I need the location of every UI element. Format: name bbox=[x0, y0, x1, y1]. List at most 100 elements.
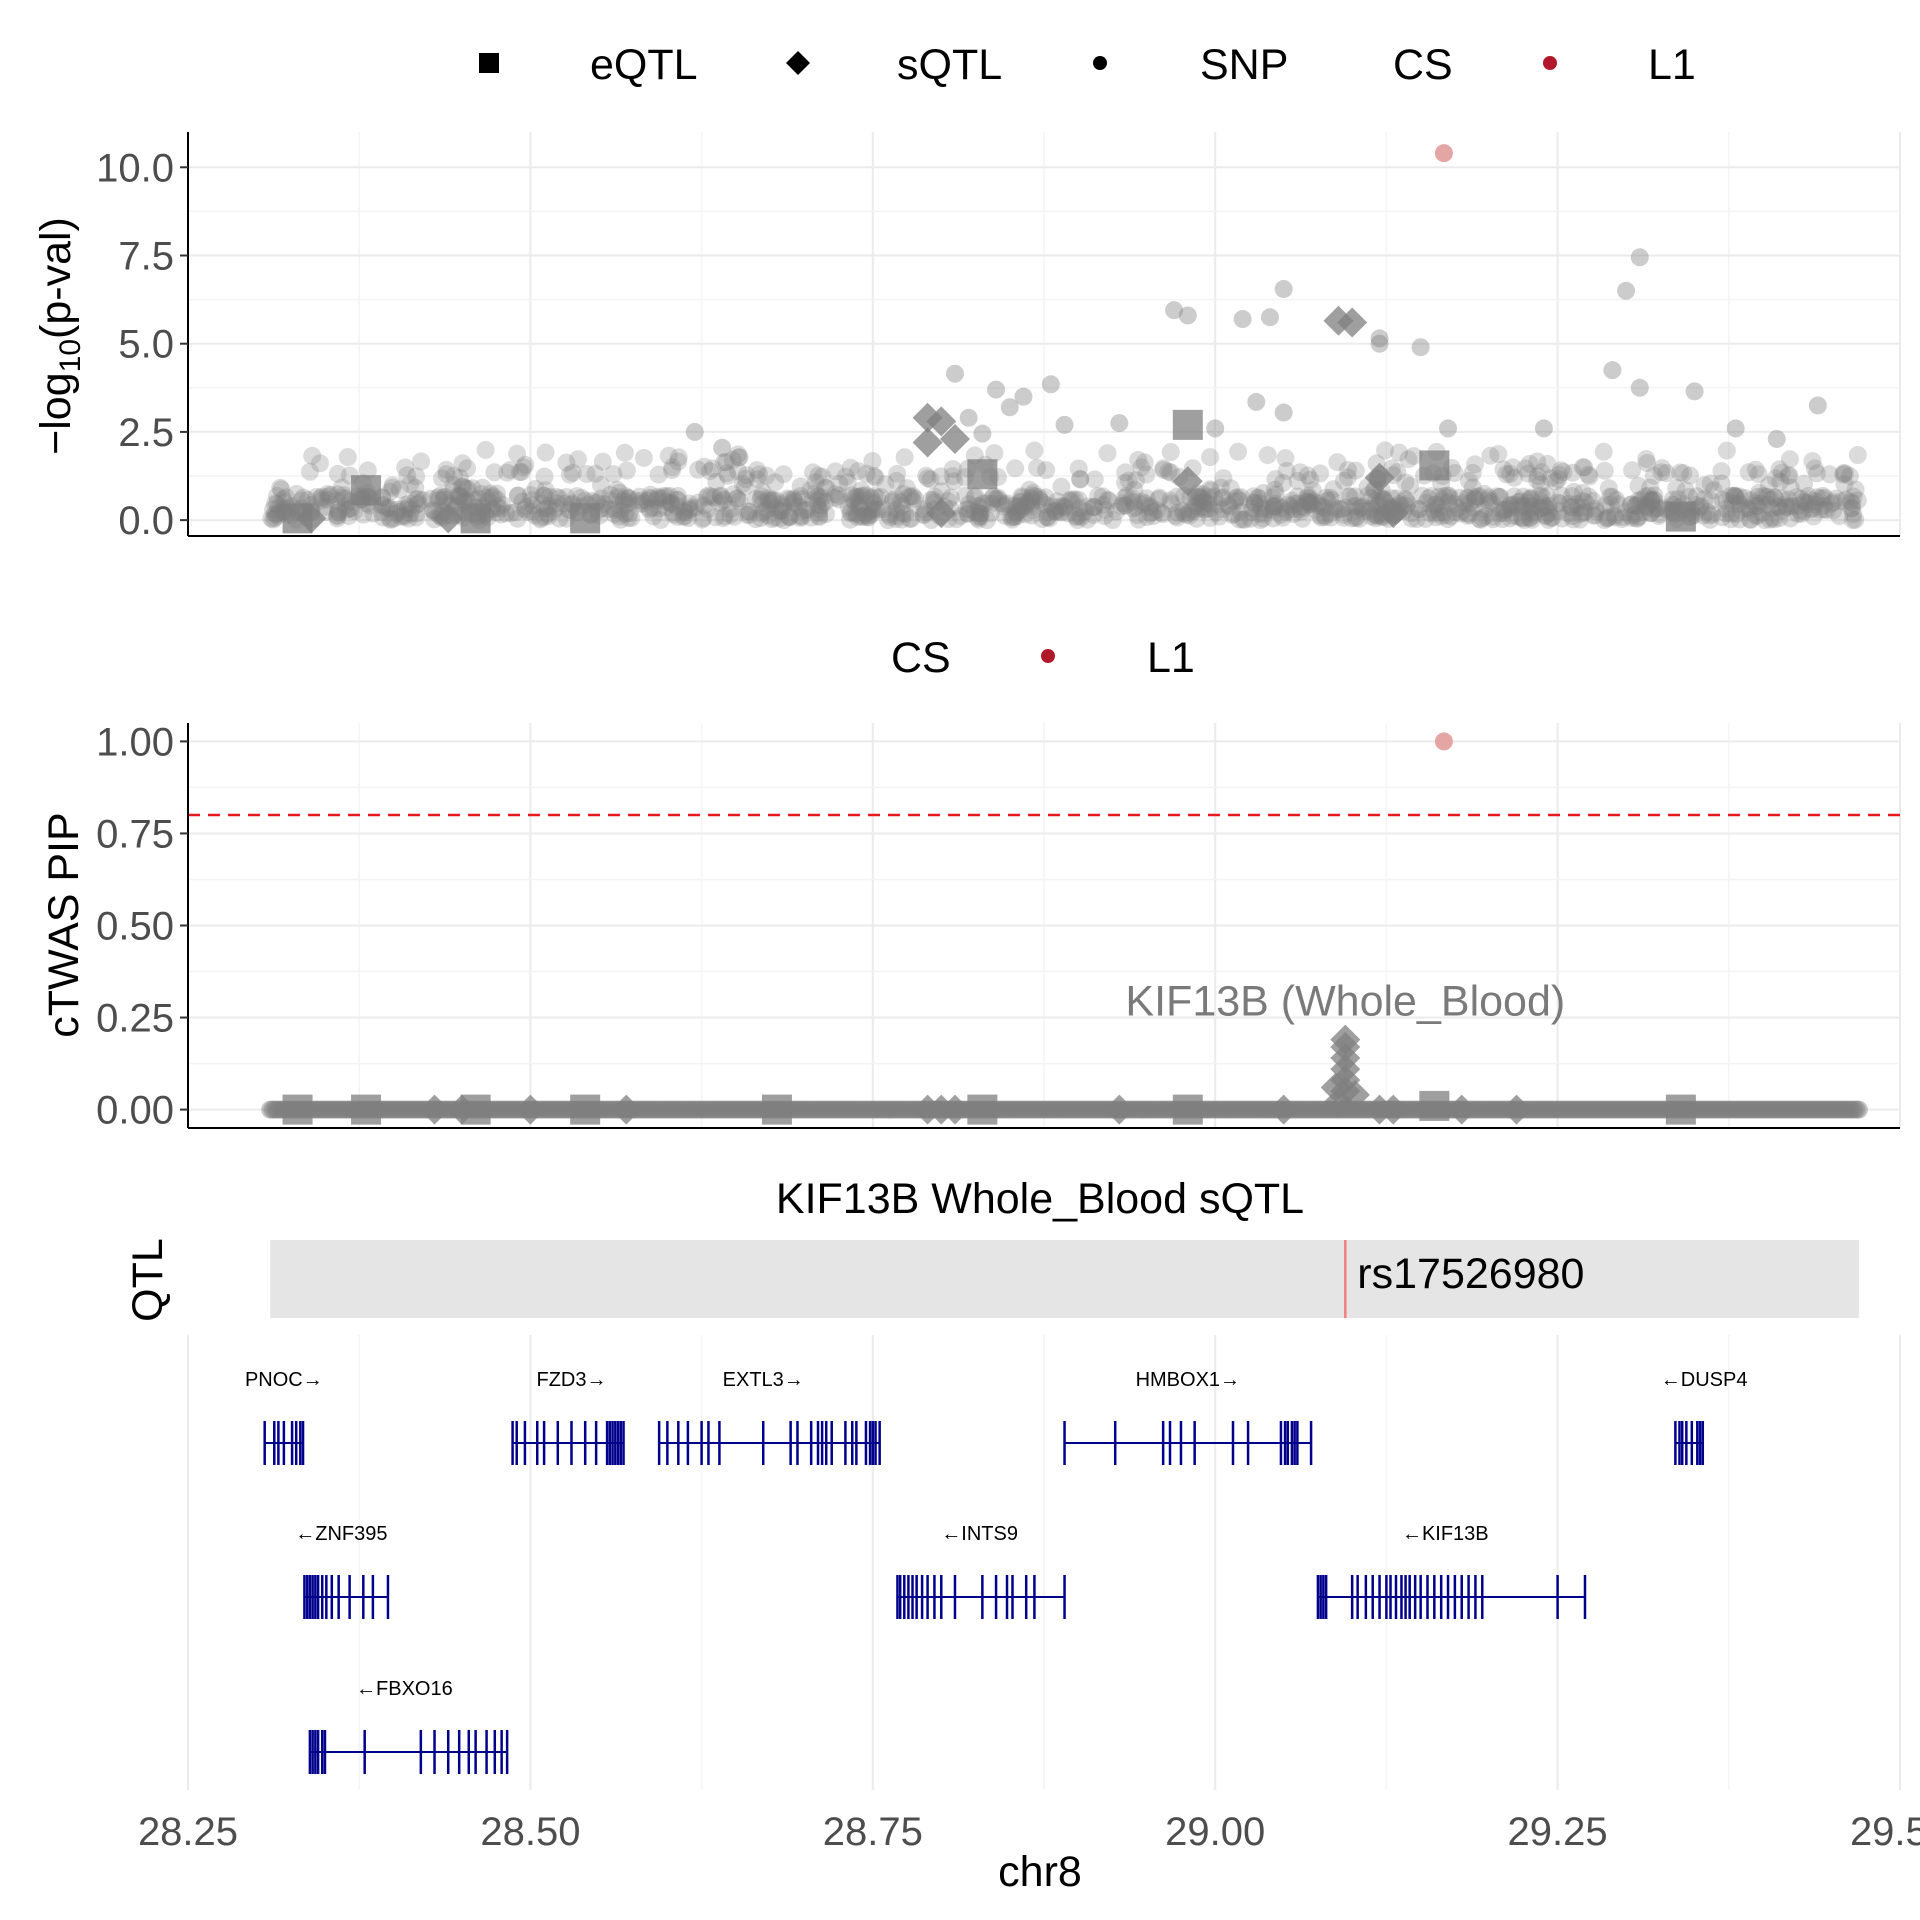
snp-point bbox=[1313, 497, 1331, 516]
snp-point bbox=[1012, 487, 1031, 506]
snp-point bbox=[1232, 488, 1250, 507]
snp-point bbox=[1264, 509, 1283, 528]
snp-point bbox=[1470, 1100, 1489, 1119]
snp-point bbox=[886, 1100, 905, 1119]
circle-point bbox=[1055, 415, 1074, 434]
snp-point bbox=[1630, 507, 1649, 526]
snp-point bbox=[774, 465, 793, 484]
snp-point bbox=[1807, 492, 1825, 511]
snp-point bbox=[1780, 466, 1799, 485]
snp-point bbox=[1085, 497, 1104, 516]
snp-point bbox=[880, 507, 899, 526]
snp-point bbox=[1532, 463, 1551, 482]
snp-point bbox=[381, 482, 400, 501]
snp-point bbox=[778, 489, 797, 508]
snp-point bbox=[1549, 1100, 1568, 1119]
snp-point bbox=[669, 452, 688, 471]
snp-point bbox=[1345, 497, 1363, 516]
snp-point bbox=[1490, 488, 1509, 506]
snp-point bbox=[1079, 1100, 1098, 1119]
snp-point bbox=[1324, 480, 1343, 499]
snp-point bbox=[1539, 500, 1558, 519]
snp-point bbox=[1301, 470, 1320, 489]
snp-point bbox=[849, 1100, 868, 1119]
circle-point bbox=[1630, 378, 1649, 397]
snp-point bbox=[1722, 1100, 1741, 1119]
snp-point bbox=[780, 508, 799, 527]
snp-point bbox=[1453, 502, 1472, 521]
snp-point bbox=[644, 507, 663, 526]
snp-point bbox=[1136, 1100, 1155, 1119]
snp-point bbox=[1624, 1100, 1643, 1119]
cs-l1-point bbox=[1434, 144, 1453, 163]
snp-point bbox=[1245, 493, 1264, 512]
snp-point bbox=[262, 509, 281, 528]
snp-point bbox=[659, 446, 678, 465]
snp-point bbox=[1114, 494, 1133, 513]
snp-point bbox=[1186, 497, 1205, 516]
snp-point bbox=[380, 499, 398, 518]
snp-point bbox=[1746, 506, 1765, 525]
snp-point bbox=[1554, 463, 1573, 481]
snp-point bbox=[1036, 488, 1055, 507]
snp-point bbox=[1717, 491, 1736, 510]
snp-point bbox=[1067, 507, 1086, 526]
pvalue-y-tick-label: 2.5 bbox=[118, 411, 174, 455]
snp-point bbox=[1272, 505, 1290, 524]
snp-point bbox=[1466, 490, 1484, 508]
snp-point bbox=[813, 488, 832, 507]
snp-point bbox=[1299, 495, 1318, 514]
snp-point bbox=[699, 1100, 718, 1119]
circle-point bbox=[1726, 419, 1745, 438]
snp-point bbox=[539, 507, 558, 526]
snp-point bbox=[1047, 1100, 1066, 1119]
snp-point bbox=[1501, 495, 1520, 514]
pvalue-y-tick-label: 0.0 bbox=[118, 499, 174, 543]
snp-point bbox=[921, 470, 940, 489]
snp-point bbox=[495, 1100, 514, 1119]
snp-point bbox=[1779, 467, 1798, 486]
snp-point bbox=[1625, 505, 1644, 524]
snp-point bbox=[1250, 504, 1269, 523]
snp-point bbox=[1126, 498, 1145, 517]
snp-point bbox=[1002, 1100, 1021, 1119]
snp-point bbox=[1843, 498, 1862, 517]
snp-point bbox=[1259, 1100, 1277, 1119]
snp-point bbox=[1402, 1100, 1421, 1119]
snp-point bbox=[1523, 510, 1542, 529]
snp-point bbox=[1824, 1100, 1843, 1119]
snp-point bbox=[1015, 497, 1034, 516]
snp-point bbox=[871, 488, 890, 506]
snp-point bbox=[729, 1100, 748, 1119]
snp-point bbox=[797, 1100, 816, 1119]
snp-point bbox=[674, 1100, 693, 1119]
snp-point bbox=[1539, 496, 1558, 515]
snp-point bbox=[1069, 490, 1088, 509]
snp-point bbox=[1730, 487, 1749, 506]
snp-point bbox=[1694, 506, 1713, 525]
snp-point bbox=[1629, 491, 1648, 510]
snp-point bbox=[1134, 1100, 1152, 1119]
snp-point bbox=[717, 453, 736, 471]
snp-point bbox=[543, 1100, 561, 1119]
snp-point bbox=[328, 506, 347, 525]
qtl-track-title: KIF13B Whole_Blood sQTL bbox=[776, 1175, 1304, 1223]
snp-point bbox=[1722, 510, 1740, 529]
snp-point bbox=[810, 500, 829, 519]
snp-point bbox=[1045, 1100, 1064, 1119]
snp-point bbox=[903, 487, 922, 506]
snp-point bbox=[1148, 501, 1167, 520]
snp-point bbox=[1212, 478, 1230, 497]
snp-point bbox=[1796, 493, 1815, 512]
snp-point bbox=[1584, 506, 1603, 525]
snp-point bbox=[957, 500, 976, 519]
snp-point bbox=[1847, 1100, 1866, 1119]
snp-point bbox=[1597, 1100, 1616, 1119]
snp-point bbox=[547, 1100, 566, 1119]
snp-point bbox=[1601, 495, 1620, 514]
snp-point bbox=[1626, 496, 1645, 515]
snp-point bbox=[265, 509, 284, 528]
snp-point bbox=[862, 500, 881, 519]
snp-point bbox=[1242, 503, 1261, 521]
snp-point bbox=[1477, 1100, 1496, 1119]
